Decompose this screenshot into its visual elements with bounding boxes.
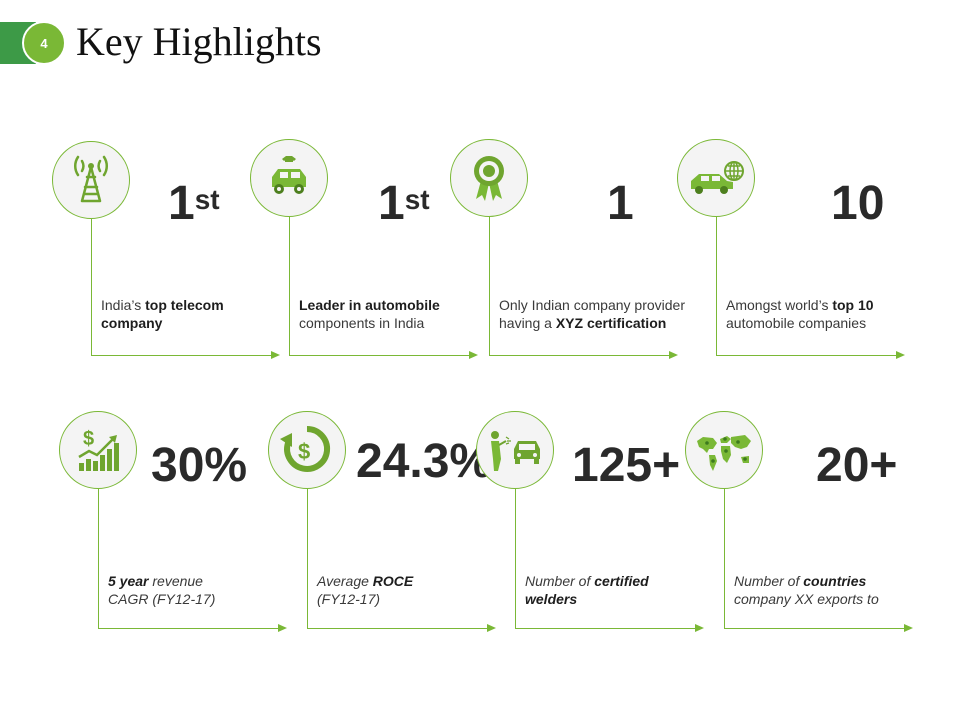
highlight-description: 5 year revenue CAGR (FY12-17) xyxy=(108,573,216,607)
highlight-description: India’s top telecom company xyxy=(101,297,224,331)
connector-line xyxy=(695,624,704,632)
stat-value: 24.3% xyxy=(356,435,493,488)
stat-value: 10 xyxy=(831,177,885,230)
connector-line xyxy=(489,355,669,356)
connector-line xyxy=(669,351,678,359)
world-map-icon xyxy=(685,411,763,489)
highlight-description: Only Indian company provider having a XY… xyxy=(499,297,685,331)
connector-line xyxy=(896,351,905,359)
svg-text:$: $ xyxy=(83,428,94,450)
connector-line xyxy=(307,628,487,629)
highlight-description: Leader in automobile components in India xyxy=(299,297,440,331)
highlight-description: Number of certified welders xyxy=(525,573,649,607)
connector-line xyxy=(724,628,904,629)
dollar-return-icon: $ xyxy=(268,411,346,489)
car-wrench-icon xyxy=(250,139,328,217)
connector-line xyxy=(716,217,717,355)
connector-line xyxy=(271,351,280,359)
connector-line xyxy=(289,355,469,356)
award-ribbon-icon xyxy=(450,139,528,217)
telecom-tower-icon xyxy=(52,141,130,219)
connector-line xyxy=(289,217,290,355)
connector-line xyxy=(904,624,913,632)
stat-value: 20+ xyxy=(816,439,898,492)
slide-number-badge: 4 xyxy=(22,21,66,65)
connector-line xyxy=(716,355,896,356)
highlight-description: Amongst world’s top 10 automobile compan… xyxy=(726,297,874,331)
connector-line xyxy=(98,628,278,629)
connector-line xyxy=(515,628,695,629)
highlight-description: Number of countries company XX exports t… xyxy=(734,573,879,607)
connector-line xyxy=(278,624,287,632)
connector-line xyxy=(469,351,478,359)
page-title: Key Highlights xyxy=(76,19,322,64)
stat-value: 125+ xyxy=(572,439,681,492)
stat-value: 1st xyxy=(168,177,220,230)
dollar-growth-chart-icon: $ xyxy=(59,411,137,489)
welder-car-icon xyxy=(476,411,554,489)
highlight-description: Average ROCE (FY12-17) xyxy=(317,573,414,607)
connector-line xyxy=(724,489,725,628)
connector-line xyxy=(487,624,496,632)
svg-text:$: $ xyxy=(298,439,310,464)
car-globe-icon xyxy=(677,139,755,217)
stat-value: 1st xyxy=(378,177,430,230)
stat-value: 30% xyxy=(151,439,248,492)
connector-line xyxy=(515,489,516,628)
connector-line xyxy=(307,489,308,628)
connector-line xyxy=(91,355,271,356)
connector-line xyxy=(91,219,92,355)
connector-line xyxy=(98,489,99,628)
stat-value: 1 xyxy=(607,177,634,230)
connector-line xyxy=(489,217,490,355)
